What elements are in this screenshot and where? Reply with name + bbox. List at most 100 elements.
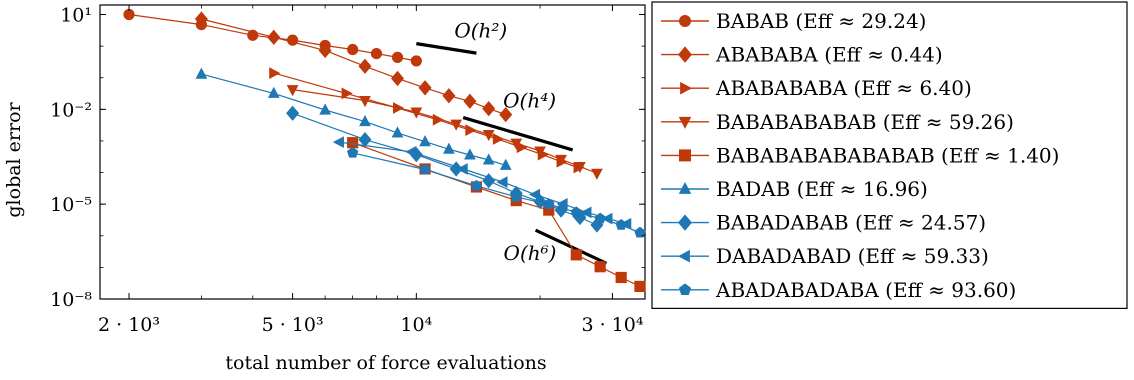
plot-area-border (99, 4, 646, 300)
legend-label: BABABABABAB (Eff ≈ 59.26) (716, 110, 1014, 134)
y-tick-label: 10⁻⁸ (50, 289, 92, 311)
data-point-diamond (463, 93, 477, 109)
data-point-triangle-up (482, 153, 495, 165)
data-point-pentagon (470, 179, 483, 191)
slope-reference-line (416, 42, 477, 55)
data-point-diamond (267, 29, 281, 45)
series-line (292, 112, 598, 226)
series-layer (123, 8, 646, 293)
legend: BABAB (Eff ≈ 29.24) ABABABA (Eff ≈ 0.44) A… (651, 1, 1128, 309)
series-line (273, 72, 579, 169)
legend-label: ABABABABA (Eff ≈ 6.40) (715, 76, 972, 100)
data-point-diamond (286, 105, 300, 121)
legend-entry: DABADABAD (Eff ≈ 59.33) (661, 244, 989, 268)
series-group (286, 85, 603, 180)
data-point-triangle-down (574, 161, 586, 174)
data-point-triangle-up (391, 126, 404, 138)
plot-frame (99, 4, 646, 300)
legend-entry: BADAB (Eff ≈ 16.96) (661, 177, 928, 201)
data-point-circle (391, 51, 404, 63)
legend-label: BADAB (Eff ≈ 16.96) (716, 177, 928, 201)
legend-entry: BABABABABABABAB (Eff ≈ 1.40) (661, 143, 1059, 167)
data-point-triangle-left (405, 146, 417, 158)
data-point-diamond (678, 46, 692, 63)
data-point-diamond (442, 88, 456, 104)
x-tick-label: 10⁴ (400, 314, 432, 336)
axes-layer: 2 · 10³ 5 · 10³ 10⁴ 3 · 10⁴ 10¹ 10⁻² 10⁻⁵ 10⁻⁸ (50, 5, 645, 336)
data-point-triangle-up (359, 115, 371, 127)
data-point-diamond (358, 132, 372, 148)
data-point-triangle-left (556, 198, 568, 210)
data-point-square (679, 149, 692, 162)
data-point-square (347, 137, 359, 149)
y-tick-label: 10¹ (60, 5, 92, 27)
data-point-diamond (194, 11, 208, 27)
data-point-square (615, 271, 627, 284)
data-point-diamond (678, 214, 692, 231)
legend-entry: ABADABADABA (Eff ≈ 93.60) (661, 278, 1016, 302)
series-line (292, 89, 598, 174)
data-point-triangle-up (678, 181, 692, 194)
data-point-triangle-left (332, 136, 344, 148)
data-point-triangle-down (534, 146, 546, 158)
data-point-triangle-down (678, 116, 692, 129)
legend-entry: ABABABABA (Eff ≈ 6.40) (661, 76, 972, 100)
data-point-triangle-up (419, 135, 431, 147)
data-point-pentagon (510, 190, 522, 202)
legend-label: ABADABADABA (Eff ≈ 93.60) (715, 278, 1016, 302)
data-point-triangle-up (499, 158, 512, 170)
data-point-circle (679, 14, 692, 27)
data-point-triangle-right (269, 67, 281, 79)
data-point-triangle-left (677, 249, 690, 263)
data-point-triangle-up (464, 148, 476, 160)
data-point-triangle-right (432, 113, 444, 126)
data-point-pentagon (570, 206, 582, 218)
data-point-circle (370, 48, 383, 60)
data-point-circle (410, 55, 422, 67)
series-line (201, 73, 506, 166)
data-point-triangle-down (410, 107, 423, 119)
series-group (195, 67, 512, 170)
x-tick-label: 2 · 10³ (98, 314, 160, 336)
slope-annotation-label: O(h⁴) (503, 89, 556, 113)
data-point-pentagon (615, 219, 627, 230)
legend-entry: BABABABABAB (Eff ≈ 59.26) (661, 110, 1014, 134)
data-point-diamond (499, 107, 513, 123)
slope-reference-line (462, 116, 574, 152)
x-tick-label: 3 · 10⁴ (581, 314, 643, 336)
slope-annotation-label: O(h⁶) (504, 241, 557, 265)
data-point-triangle-right (680, 81, 693, 95)
data-point-triangle-down (510, 138, 523, 150)
data-point-triangle-down (482, 129, 495, 142)
legend-label: BABABABABABABAB (Eff ≈ 1.40) (716, 143, 1059, 167)
data-point-triangle-up (443, 142, 455, 154)
legend-label: BABADABAB (Eff ≈ 24.57) (716, 211, 986, 235)
series-group (194, 11, 513, 123)
data-point-triangle-down (286, 85, 299, 97)
data-point-diamond (482, 101, 496, 117)
data-point-diamond (418, 80, 432, 96)
legend-entry: BABADABAB (Eff ≈ 24.57) (661, 211, 986, 235)
data-point-triangle-down (555, 154, 567, 167)
legend-label: DABADABAD (Eff ≈ 59.33) (716, 244, 989, 268)
data-point-pentagon (678, 283, 692, 295)
data-point-diamond (358, 58, 372, 74)
y-tick-label: 10⁻² (50, 99, 92, 121)
data-point-square (634, 280, 646, 293)
data-point-triangle-up (267, 86, 280, 98)
x-tick-label: 5 · 10³ (262, 314, 324, 336)
legend-entry: ABABABA (Eff ≈ 0.44) (661, 43, 943, 67)
data-point-diamond (391, 70, 405, 87)
data-point-triangle-up (319, 103, 331, 115)
legend-box (651, 1, 1128, 309)
data-point-triangle-down (359, 95, 371, 108)
data-point-triangle-down (591, 168, 603, 180)
data-point-circle (347, 43, 359, 56)
y-axis-label: global error (3, 101, 25, 217)
series-group (346, 146, 646, 238)
x-axis-label: total number of force evaluations (225, 352, 546, 374)
series-line (201, 18, 506, 116)
data-point-triangle-left (456, 163, 468, 175)
slope-annotation-label: O(h²) (454, 19, 507, 43)
